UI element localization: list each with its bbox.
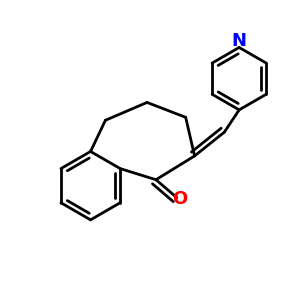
Text: N: N <box>232 32 247 50</box>
Text: O: O <box>172 190 187 208</box>
